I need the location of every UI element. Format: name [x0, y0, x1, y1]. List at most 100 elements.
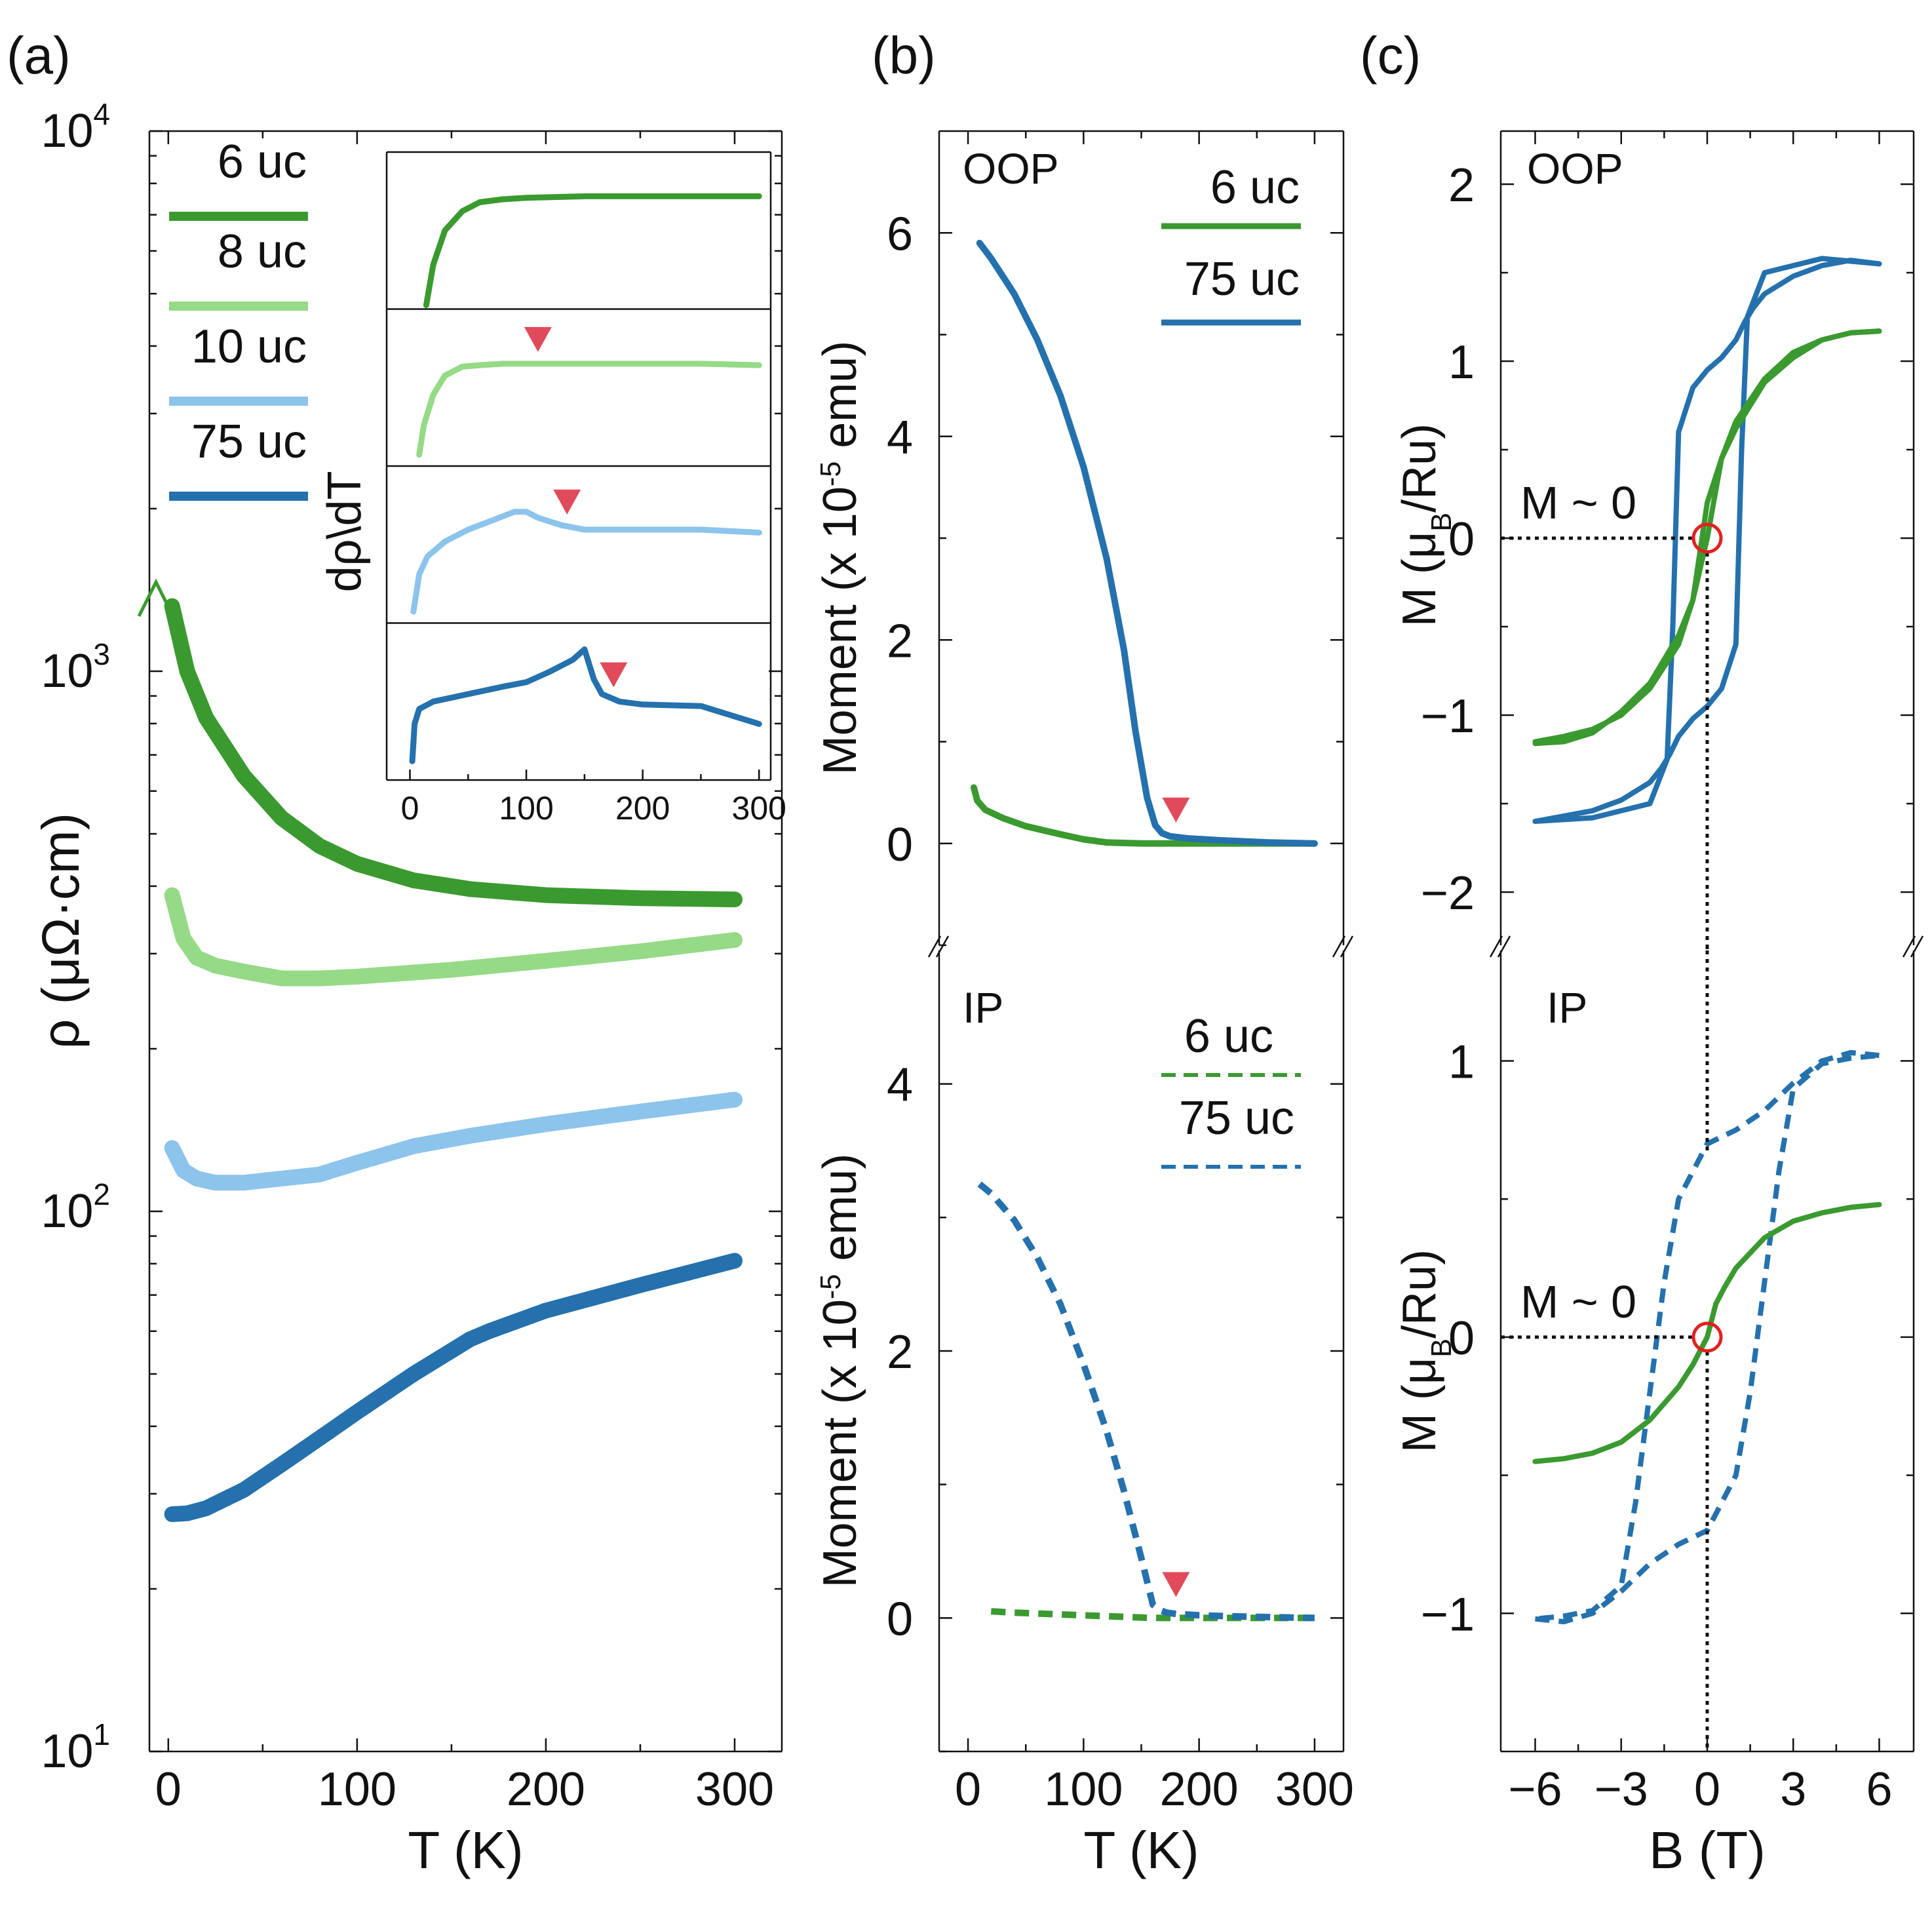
a-xtick-label: 300 — [695, 1763, 774, 1816]
b_bottom-tc-marker — [1162, 1572, 1190, 1597]
c_bottom-xtick-label: 0 — [1694, 1763, 1720, 1816]
panel-label-b: (b) — [872, 26, 936, 85]
b-bottom-legend-label: 6 uc — [1184, 1010, 1273, 1063]
a-xlabel: T (K) — [408, 1821, 523, 1879]
a-inset-series-8-uc — [416, 361, 762, 458]
c_top-annotation: OOP — [1527, 144, 1623, 193]
c_bottom-ytick-label: 1 — [1448, 1036, 1475, 1089]
c_top-ytick-label: −2 — [1421, 867, 1475, 920]
c_bottom-xtick-label: 3 — [1780, 1763, 1806, 1816]
axis-break-mark — [1902, 935, 1916, 958]
a-ytick-base: 10 — [41, 645, 93, 697]
a-ytick-base: 10 — [41, 105, 93, 157]
c_top-ytick-label: −1 — [1421, 690, 1475, 743]
b_bottom-ylabel-part: Moment (x 10 — [814, 1299, 866, 1588]
a-arrow-head — [137, 578, 175, 617]
b_top-ytick-label: 2 — [887, 615, 913, 667]
b_bottom-ytick-label: 4 — [887, 1059, 913, 1112]
a-series-6-uc — [164, 598, 743, 908]
b_bottom-ylabel: Moment (x 10-5 emu) — [814, 1154, 866, 1588]
panel-c-bottom-chart: −1 0 1 −6 −3 0 3 6 B (T) M (μB/Ru) IP M ~ 0 — [1393, 950, 1915, 1879]
b_bottom-xlabel: T (K) — [1083, 1821, 1199, 1879]
c_bottom-xtick-label: −3 — [1594, 1763, 1648, 1816]
a-ytick-label: 102 — [41, 1177, 110, 1238]
c_top-ytick-label: 2 — [1448, 159, 1475, 212]
panel-c-top-chart: −2 −1 0 1 2 M (μB/Ru) OOP M ~ 0 — [1393, 130, 1924, 958]
b-top-legend-label: 75 uc — [1184, 253, 1300, 305]
c_top-series-6-uc-down- — [1532, 328, 1882, 747]
b_bottom-xtick-label: 0 — [955, 1763, 981, 1816]
b_top-series-75-uc — [976, 239, 1318, 847]
a-ylabel: ρ (μΩ·cm) — [31, 813, 90, 1049]
axis-break-mark — [927, 935, 942, 958]
panel-b-top-chart: 0 2 4 6 Moment (x 10-5 emu) OOP 6 uc 75 uc — [814, 130, 1354, 958]
a-ytick-exp: 4 — [93, 97, 110, 131]
a-inset-series-10-uc — [410, 509, 762, 615]
c_bottom-series-6-uc — [1532, 1202, 1882, 1464]
b_top-series-6-uc — [970, 784, 1318, 847]
a-inset-xtick-label: 0 — [401, 790, 419, 827]
b_bottom-ylabel-part: emu) — [814, 1154, 866, 1274]
c_bottom-ytick-label: −1 — [1421, 1588, 1475, 1641]
c_bottom-annotation: IP — [1547, 983, 1587, 1032]
c_bottom-ytick-label: 0 — [1448, 1312, 1475, 1365]
c_top-ylabel-part: /Ru) — [1393, 423, 1446, 513]
a-legend-label: 75 uc — [191, 416, 307, 468]
c_top-ylabel: M (μB/Ru) — [1393, 423, 1458, 627]
b_bottom-xtick-label: 200 — [1160, 1763, 1239, 1816]
panel-label-c: (c) — [1360, 26, 1421, 85]
a-ytick-exp: 1 — [93, 1717, 110, 1751]
a-xtick-label: 200 — [507, 1763, 585, 1816]
b_bottom-xtick-label: 300 — [1275, 1763, 1354, 1816]
a-ytick-exp: 2 — [93, 1177, 110, 1211]
a-ytick-base: 10 — [41, 1725, 93, 1778]
b_top-ytick-label: 4 — [887, 412, 913, 464]
b_top-ylabel-part: -5 — [815, 461, 847, 486]
c_bottom-ylabel-part: M (μ — [1393, 1358, 1446, 1453]
c_bottom-ylabel-part: /Ru) — [1393, 1249, 1446, 1339]
c_top-series-75-uc-up- — [1532, 258, 1882, 824]
c_bottom-xlabel: B (T) — [1649, 1821, 1766, 1879]
b_top-ylabel: Moment (x 10-5 emu) — [814, 341, 866, 775]
a-inset-xtick-label: 300 — [732, 790, 786, 827]
a-legend-label: 6 uc — [218, 136, 307, 188]
c_bottom-series-75-uc-down- — [1535, 1049, 1880, 1622]
a-ytick-label: 103 — [41, 637, 110, 697]
c_bottom-ylabel-part: B — [1426, 1339, 1458, 1358]
a-xtick-label: 100 — [318, 1763, 396, 1816]
c_bottom-xtick-label: −6 — [1508, 1763, 1562, 1816]
c_top-zero-circle — [1691, 522, 1723, 554]
c_top-ylabel-part: B — [1426, 513, 1458, 532]
a-legend-label: 10 uc — [191, 321, 307, 373]
c_bottom-ylabel: M (μB/Ru) — [1393, 1249, 1458, 1453]
b_bottom-series-75-uc — [977, 1181, 1315, 1622]
a-inset-xtick-label: 200 — [615, 790, 670, 827]
a-inset-ylabel: dρ\dT — [319, 471, 371, 592]
c_bottom-xtick-label: 6 — [1866, 1763, 1892, 1816]
c_top-ytick-label: 0 — [1448, 513, 1475, 566]
axis-break-mark — [1489, 935, 1503, 958]
c_bottom-zero-circle — [1691, 1321, 1723, 1353]
a-xtick-label: 0 — [155, 1763, 182, 1816]
b_top-ylabel-part: Moment (x 10 — [814, 486, 866, 775]
a-inset-tc-marker — [524, 326, 552, 352]
a-inset-series-6-uc — [423, 193, 762, 308]
c_top-ytick-label: 1 — [1448, 336, 1475, 389]
a-legend-label: 8 uc — [218, 225, 307, 278]
b_top-annotation: OOP — [963, 144, 1059, 193]
a-inset-tc-marker — [600, 662, 628, 688]
axis-break-mark — [1332, 935, 1346, 958]
a-ytick-label: 104 — [41, 97, 110, 157]
b_top-ylabel-part: emu) — [814, 341, 866, 461]
b_bottom-ytick-label: 0 — [887, 1593, 913, 1645]
panel-label-a: (a) — [7, 26, 71, 85]
b_top-ytick-label: 0 — [887, 819, 913, 871]
b-bottom-legend-label: 75 uc — [1179, 1092, 1294, 1144]
a-ylabel-part: ρ (μΩ·cm) — [31, 813, 90, 1049]
a-inset-ylabel-part: dρ\dT — [319, 471, 371, 592]
b_top-tc-marker — [1162, 797, 1190, 823]
a-inset-series-75-uc — [409, 646, 762, 764]
